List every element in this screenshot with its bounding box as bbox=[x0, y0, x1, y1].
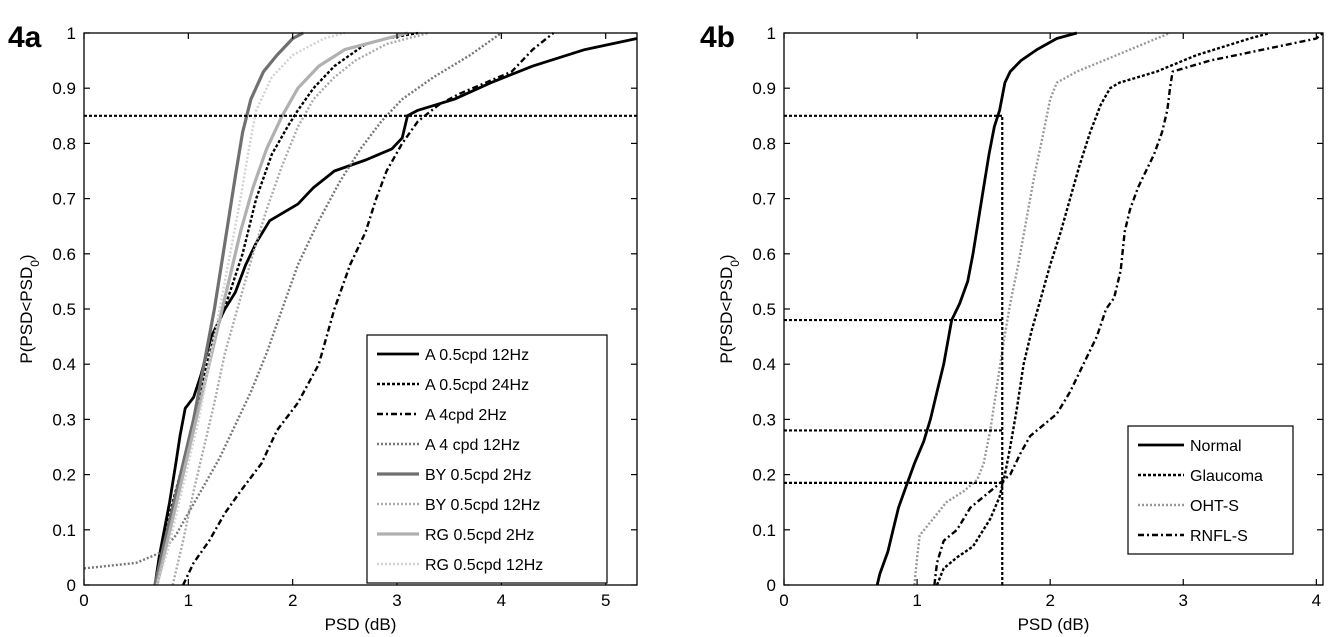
x-axis-label: PSD (dB) bbox=[325, 615, 397, 634]
series-line-2 bbox=[913, 31, 1171, 586]
series-line-2 bbox=[182, 32, 555, 586]
y-tick-label: 1 bbox=[67, 24, 76, 43]
legend-label: BY 0.5cpd 12Hz bbox=[425, 497, 540, 514]
y-tick-label: 0.6 bbox=[52, 245, 76, 264]
y-tick-label: 0.8 bbox=[52, 134, 76, 153]
series-line-4 bbox=[153, 31, 304, 586]
axis-ticks: 0 1 2 3 4 0 0.1 0.2 0.3 0.4 0.5 0.6 0.7 0.8 0.9 1 bbox=[752, 24, 1323, 610]
y-tick-label: 0.1 bbox=[752, 521, 776, 540]
y-tick-label: 0.3 bbox=[52, 410, 76, 429]
y-tick-label: 0.4 bbox=[752, 355, 776, 374]
legend-label: Normal bbox=[1190, 438, 1242, 455]
x-tick-label: 5 bbox=[601, 591, 610, 610]
y-tick-label: 0.4 bbox=[52, 355, 76, 374]
y-axis-label-main: P(PSD<PSD bbox=[717, 267, 736, 364]
y-tick-label: 0.5 bbox=[752, 300, 776, 319]
y-tick-label: 0.1 bbox=[52, 521, 76, 540]
y-tick-label: 0.3 bbox=[752, 410, 776, 429]
panel-label: 4a bbox=[8, 21, 42, 54]
y-tick-label: 0.6 bbox=[752, 245, 776, 264]
panel-label: 4b bbox=[700, 21, 735, 54]
y-tick-label: 0.5 bbox=[52, 300, 76, 319]
axis-ticks: 0 1 2 3 4 5 0 0.1 0.2 0.3 0.4 0.5 0.6 0.7 0.8 0.9 1 bbox=[52, 24, 637, 610]
legend-label: A 4 cpd 12Hz bbox=[425, 437, 520, 454]
legend: Normal Glaucoma OHT-S RNFL-S bbox=[1127, 425, 1294, 555]
legend-label: BY 0.5cpd 2Hz bbox=[425, 467, 531, 484]
y-axis-label-main: P(PSD<PSD bbox=[17, 267, 36, 364]
x-tick-label: 0 bbox=[79, 591, 88, 610]
y-axis-label-close: ) bbox=[17, 254, 36, 260]
y-tick-label: 0.2 bbox=[52, 466, 76, 485]
y-axis-label: P(PSD<PSD0) bbox=[17, 254, 42, 363]
panel-4a: 4a 0 1 2 3 4 5 0 0.1 0.2 0.3 0.4 0.5 0.6 0.7 0.8 0.9 1 P… bbox=[8, 21, 638, 634]
x-tick-label: 2 bbox=[288, 591, 297, 610]
series-line-1 bbox=[935, 31, 1271, 586]
series-line-0 bbox=[153, 37, 638, 586]
x-tick-label: 2 bbox=[1045, 591, 1054, 610]
y-axis-label: P(PSD<PSD0) bbox=[717, 254, 742, 363]
legend-label: RNFL-S bbox=[1190, 528, 1248, 545]
y-tick-label: 0.7 bbox=[52, 190, 76, 209]
x-tick-label: 4 bbox=[1312, 591, 1321, 610]
y-axis-label-subscript: 0 bbox=[728, 260, 742, 267]
y-tick-label: 0 bbox=[67, 576, 76, 595]
legend-label: OHT-S bbox=[1190, 498, 1239, 515]
x-tick-label: 3 bbox=[1179, 591, 1188, 610]
series-line-0 bbox=[875, 31, 1078, 586]
series-line-3 bbox=[83, 32, 503, 570]
y-tick-label: 0.9 bbox=[752, 79, 776, 98]
y-tick-label: 0.2 bbox=[752, 466, 776, 485]
y-axis-label-close: ) bbox=[717, 254, 736, 260]
legend-label: A 4cpd 2Hz bbox=[425, 407, 507, 424]
x-tick-label: 1 bbox=[184, 591, 193, 610]
legend-label: A 0.5cpd 12Hz bbox=[425, 347, 529, 364]
y-tick-label: 0.9 bbox=[52, 79, 76, 98]
y-tick-label: 0.8 bbox=[752, 134, 776, 153]
series-line-3 bbox=[933, 32, 1324, 586]
x-tick-label: 4 bbox=[497, 591, 506, 610]
series-line-1 bbox=[153, 31, 419, 586]
legend-box bbox=[366, 334, 608, 584]
y-tick-label: 1 bbox=[767, 24, 776, 43]
x-tick-label: 3 bbox=[392, 591, 401, 610]
y-tick-label: 0 bbox=[767, 576, 776, 595]
legend-label: A 0.5cpd 24Hz bbox=[425, 377, 529, 394]
x-tick-label: 0 bbox=[779, 591, 788, 610]
legend-label: RG 0.5cpd 12Hz bbox=[425, 557, 543, 574]
series-line-6 bbox=[155, 31, 408, 586]
reference-lines bbox=[784, 114, 1004, 585]
panel-4b: 4b 0 1 2 3 4 0 0.1 0.2 0.3 0.4 0.5 0.6 0.7 0.8 0.9 1 PS… bbox=[700, 21, 1324, 634]
x-tick-label: 1 bbox=[912, 591, 921, 610]
legend: A 0.5cpd 12Hz A 0.5cpd 24Hz A 4cpd 2Hz A 4 … bbox=[366, 334, 608, 584]
x-axis-label: PSD (dB) bbox=[1018, 615, 1090, 634]
series-group bbox=[875, 31, 1324, 586]
series-line-5 bbox=[171, 31, 429, 586]
y-axis-label-subscript: 0 bbox=[28, 260, 42, 267]
legend-label: Glaucoma bbox=[1190, 468, 1263, 485]
series-group bbox=[83, 31, 638, 586]
y-tick-label: 0.7 bbox=[752, 190, 776, 209]
legend-label: RG 0.5cpd 2Hz bbox=[425, 527, 534, 544]
legend-box bbox=[1127, 425, 1294, 555]
